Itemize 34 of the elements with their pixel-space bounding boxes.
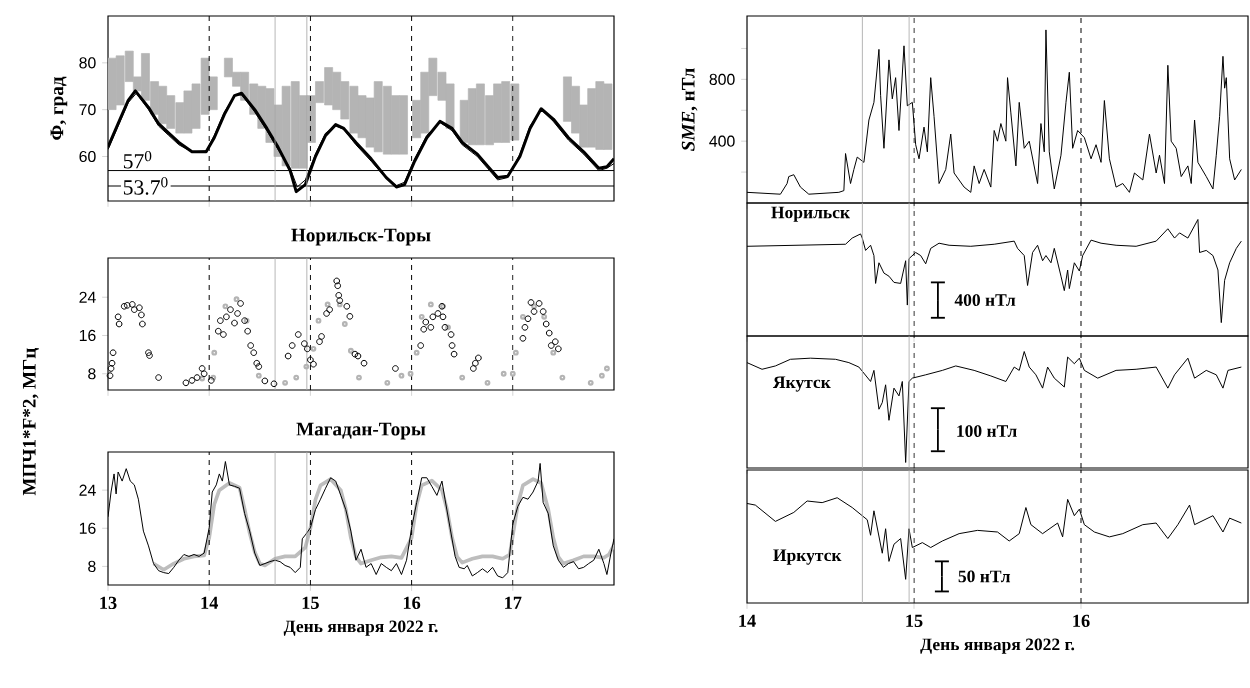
annotation: 50 нТл bbox=[958, 570, 1011, 583]
chart-title: Магадан-Торы bbox=[296, 422, 426, 440]
ref-line-label: 57$^{0}$ bbox=[123, 150, 152, 169]
y-axis-title: МПЧ1*F*2, МГц bbox=[22, 347, 39, 496]
y-tick-label: 24 bbox=[79, 484, 96, 496]
x-tick-label: 16 bbox=[1073, 614, 1090, 628]
y-tick-label: 16 bbox=[79, 522, 96, 534]
y-tick-label: 800 bbox=[709, 73, 735, 85]
y-tick-label: 8 bbox=[88, 560, 96, 573]
x-tick-label: 13 bbox=[100, 596, 117, 610]
x-axis-title: День января 2022 г. bbox=[283, 620, 438, 636]
y-tick-label: 60 bbox=[79, 150, 96, 163]
x-tick-label: 15 bbox=[302, 596, 319, 610]
y-tick-label: 24 bbox=[79, 291, 96, 303]
annotation: 100 нТл bbox=[957, 425, 1017, 437]
y-axis-title: Φ, град bbox=[50, 76, 68, 140]
y-tick-label: 70 bbox=[79, 104, 96, 116]
text: Якутск bbox=[772, 376, 831, 392]
ref-line-label: 53.7$^{0}$ bbox=[123, 177, 168, 195]
y-tick-label: 80 bbox=[79, 57, 96, 69]
x-tick-label: 14 bbox=[739, 614, 756, 627]
y-axis-title: SME, нТл bbox=[681, 68, 698, 151]
x-axis-title: День января 2022 г. bbox=[920, 638, 1075, 654]
y-tick-label: 400 bbox=[709, 135, 735, 147]
x-tick-label: 14 bbox=[201, 596, 219, 609]
y-tick-label: 8 bbox=[88, 368, 96, 380]
chart-title: Норильск-Торы bbox=[291, 228, 431, 246]
chart-title: Норильск bbox=[771, 206, 850, 222]
x-tick-label: 15 bbox=[906, 614, 923, 628]
x-tick-label: 16 bbox=[403, 596, 421, 610]
annotation: 400 нТл bbox=[954, 294, 1016, 306]
x-tick-label: 17 bbox=[505, 596, 522, 609]
y-tick-label: 16 bbox=[79, 329, 96, 342]
text: Иркутск bbox=[773, 549, 842, 565]
